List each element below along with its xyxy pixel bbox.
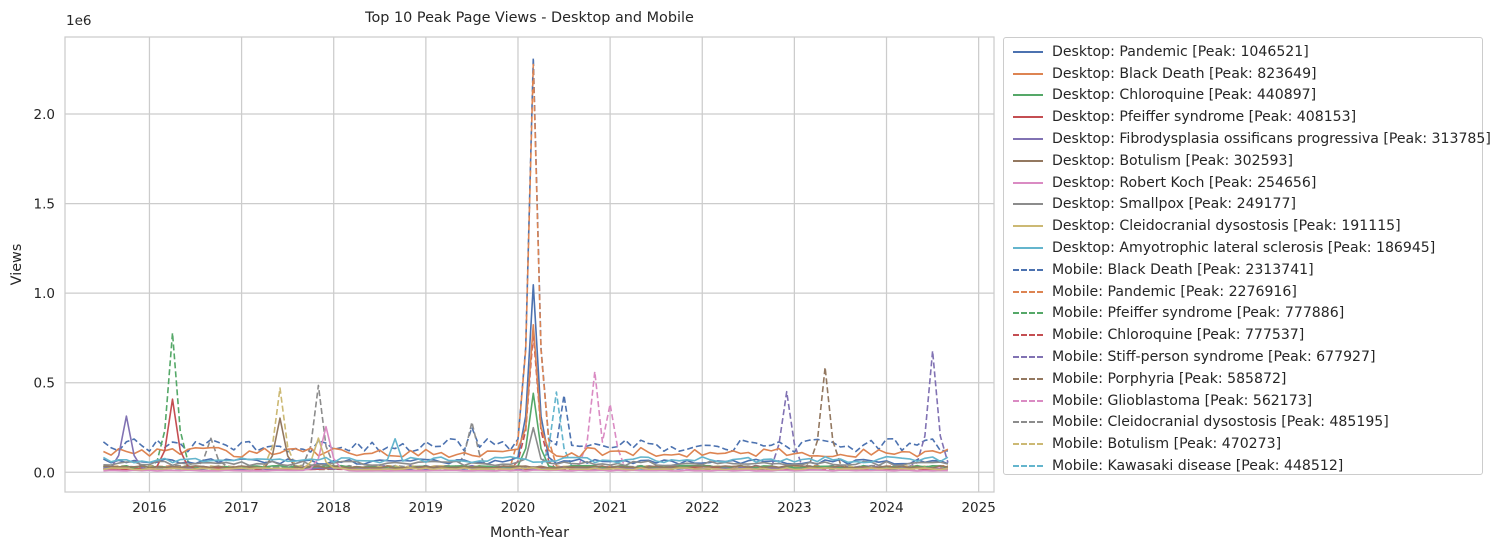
- y-offset-text: 1e6: [66, 13, 91, 29]
- legend-item: Desktop: Pandemic [Peak: 1046521]: [1013, 41, 1482, 63]
- x-tick-label: 2016: [132, 500, 166, 516]
- legend-swatch: [1013, 138, 1043, 141]
- series-line: [103, 425, 948, 472]
- legend-label: Desktop: Cleidocranial dysostosis [Peak:…: [1052, 218, 1401, 235]
- legend-label: Desktop: Pandemic [Peak: 1046521]: [1052, 43, 1309, 60]
- legend-item: Desktop: Chloroquine [Peak: 440897]: [1013, 85, 1482, 107]
- y-tick-label: 0.0: [34, 465, 55, 481]
- x-tick-label: 2020: [501, 500, 535, 516]
- legend-swatch: [1013, 72, 1043, 75]
- legend-label: Mobile: Chloroquine [Peak: 777537]: [1052, 327, 1305, 344]
- legend-swatch: [1013, 181, 1043, 184]
- legend-item: Desktop: Robert Koch [Peak: 254656]: [1013, 172, 1482, 194]
- legend-item: Desktop: Botulism [Peak: 302593]: [1013, 150, 1482, 172]
- legend-label: Mobile: Cleidocranial dysostosis [Peak: …: [1052, 414, 1389, 431]
- y-tick-label: 0.5: [34, 376, 55, 392]
- legend-label: Mobile: Stiff-person syndrome [Peak: 677…: [1052, 349, 1376, 365]
- legend-label: Desktop: Black Death [Peak: 823649]: [1052, 65, 1317, 82]
- x-tick-label: 2023: [777, 500, 811, 516]
- legend-item: Mobile: Chloroquine [Peak: 777537]: [1013, 324, 1482, 346]
- legend-item: Mobile: Black Death [Peak: 2313741]: [1013, 259, 1482, 281]
- series-line: [103, 437, 949, 464]
- series-line: [102, 56, 948, 453]
- x-tick-label: 2018: [317, 500, 351, 516]
- x-tick-label: 2019: [409, 500, 443, 516]
- legend-label: Desktop: Fibrodysplasia ossificans progr…: [1052, 131, 1491, 148]
- legend-item: Desktop: Amyotrophic lateral sclerosis […: [1013, 237, 1482, 259]
- legend-swatch: [1013, 312, 1043, 315]
- legend-item: Desktop: Fibrodysplasia ossificans progr…: [1013, 128, 1491, 150]
- legend-swatch: [1013, 465, 1043, 468]
- legend-swatch: [1013, 290, 1043, 293]
- legend-label: Desktop: Pfeiffer syndrome [Peak: 408153…: [1052, 109, 1357, 126]
- legend-swatch: [1013, 225, 1043, 228]
- legend-label: Mobile: Black Death [Peak: 2313741]: [1052, 261, 1314, 278]
- legend-swatch: [1013, 116, 1043, 119]
- legend-label: Desktop: Smallpox [Peak: 249177]: [1052, 196, 1296, 213]
- legend-swatch: [1013, 356, 1043, 359]
- legend-item: Desktop: Cleidocranial dysostosis [Peak:…: [1013, 215, 1482, 237]
- legend-swatch: [1013, 377, 1043, 380]
- y-tick-label: 2.0: [34, 107, 55, 123]
- series-line: [103, 323, 949, 459]
- tick-labels: 2016 2017 2018 2019 2020 2021 2022 2023 2024 2025…: [34, 107, 996, 516]
- legend-swatch: [1013, 50, 1043, 53]
- legend-swatch: [1013, 247, 1043, 250]
- legend-item: Mobile: Stiff-person syndrome [Peak: 677…: [1013, 346, 1482, 368]
- x-tick-label: 2021: [593, 500, 627, 516]
- legend-item: Mobile: Pandemic [Peak: 2276916]: [1013, 281, 1482, 303]
- legend-swatch: [1013, 334, 1043, 337]
- legend-item: Mobile: Kawasaki disease [Peak: 448512]: [1013, 455, 1482, 477]
- x-tick-label: 2025: [961, 500, 995, 516]
- legend-swatch: [1013, 443, 1043, 446]
- legend-item: Desktop: Black Death [Peak: 823649]: [1013, 63, 1482, 85]
- y-axis-label: Views: [9, 244, 25, 286]
- legend-item: Mobile: Glioblastoma [Peak: 562173]: [1013, 390, 1482, 412]
- legend: Desktop: Pandemic [Peak: 1046521] Desktop…: [1003, 37, 1491, 477]
- legend-swatch: [1013, 94, 1043, 97]
- legend-label: Desktop: Botulism [Peak: 302593]: [1052, 152, 1293, 169]
- legend-item: Desktop: Smallpox [Peak: 249177]: [1013, 194, 1482, 216]
- plot-frame: [64, 36, 995, 493]
- y-tick-label: 1.5: [34, 197, 55, 213]
- legend-swatch: [1013, 203, 1043, 206]
- x-tick-label: 2022: [685, 500, 719, 516]
- series-lines: [102, 56, 949, 472]
- legend-item: Mobile: Pfeiffer syndrome [Peak: 777886]: [1013, 303, 1482, 325]
- legend-item: Mobile: Botulism [Peak: 470273]: [1013, 433, 1482, 455]
- legend-swatch: [1013, 421, 1043, 424]
- legend-label: Mobile: Kawasaki disease [Peak: 448512]: [1052, 457, 1344, 474]
- legend-label: Mobile: Botulism [Peak: 470273]: [1052, 436, 1282, 453]
- legend-label: Desktop: Amyotrophic lateral sclerosis […: [1052, 240, 1436, 257]
- chart-title: Top 10 Peak Page Views - Desktop and Mob…: [364, 10, 694, 26]
- y-tick-label: 1.0: [34, 286, 55, 302]
- legend-item: Desktop: Pfeiffer syndrome [Peak: 408153…: [1013, 106, 1482, 128]
- legend-label: Desktop: Robert Koch [Peak: 254656]: [1052, 174, 1317, 191]
- x-tick-label: 2024: [869, 500, 903, 516]
- legend-label: Desktop: Chloroquine [Peak: 440897]: [1052, 87, 1317, 104]
- series-line: [103, 417, 949, 470]
- legend-label: Mobile: Pandemic [Peak: 2276916]: [1052, 283, 1297, 300]
- series-line: [103, 437, 949, 471]
- legend-item: Mobile: Porphyria [Peak: 585872]: [1013, 368, 1482, 390]
- legend-item: Mobile: Cleidocranial dysostosis [Peak: …: [1013, 412, 1482, 434]
- legend-label: Mobile: Pfeiffer syndrome [Peak: 777886]: [1052, 305, 1345, 322]
- legend-swatch: [1013, 268, 1043, 271]
- x-tick-label: 2017: [224, 500, 258, 516]
- legend-swatch: [1013, 399, 1043, 402]
- legend-swatch: [1013, 159, 1043, 162]
- x-axis-label: Month-Year: [490, 525, 569, 541]
- legend-label: Mobile: Porphyria [Peak: 585872]: [1052, 370, 1287, 387]
- legend-label: Mobile: Glioblastoma [Peak: 562173]: [1052, 392, 1313, 409]
